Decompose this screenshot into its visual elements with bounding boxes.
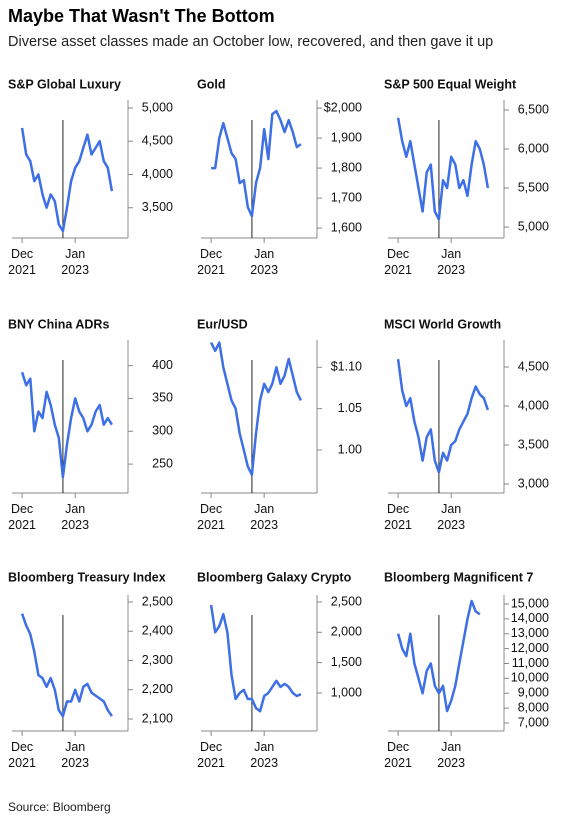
y-tick-label: 1,700 [331,190,362,204]
y-tick-label: 4,500 [142,134,173,148]
page-title: Maybe That Wasn't The Bottom [8,6,275,26]
y-tick-label: 12,000 [511,641,549,655]
x-tick-label: Dec 2021 [197,247,225,277]
y-tick-label: 8,000 [518,700,549,714]
page-subtitle: Diverse asset classes made an October lo… [8,34,494,50]
x-tick-label: Dec 2021 [8,740,36,770]
y-tick-label: 1.05 [338,401,362,415]
y-tick-label: 11,000 [512,656,549,670]
series-line [396,599,481,713]
y-tick-label: 250 [152,456,173,470]
y-tick-label: 350 [152,391,173,405]
panel-title: Eur/USD [197,317,248,331]
y-tick-label: 300 [152,424,173,438]
y-tick-label: 9,000 [518,686,549,700]
y-tick-label: 4,000 [142,167,173,181]
x-tick-label: Jan 2023 [250,502,279,532]
x-tick-label: Dec 2021 [197,740,225,770]
x-tick-label: Dec 2021 [384,247,412,277]
y-tick-label: 7,000 [518,715,549,729]
series-line [20,127,114,233]
y-tick-label: 400 [152,358,173,372]
series-line [20,371,113,479]
series-line [209,341,303,477]
x-tick-label: Dec 2021 [384,502,412,532]
y-tick-label: 2,500 [142,594,173,608]
x-tick-label: Jan 2023 [437,502,466,532]
x-tick-label: Jan 2023 [437,247,466,277]
series-line [211,109,302,218]
y-tick-label: 5,000 [518,219,549,233]
x-tick-label: Dec 2021 [384,740,412,770]
y-tick-label: 4,500 [518,359,549,373]
y-tick-label: 5,000 [142,100,173,114]
y-tick-label: 10,000 [511,671,549,685]
y-tick-label: 2,100 [142,711,173,725]
x-tick-label: Jan 2023 [250,247,279,277]
y-tick-label: 3,500 [518,437,549,451]
series-line [209,604,302,713]
y-tick-label: 3,500 [142,200,173,214]
y-tick-label: 2,200 [142,682,173,696]
x-tick-label: Dec 2021 [197,502,225,532]
panel-title: S&P 500 Equal Weight [384,77,517,91]
y-tick-label: 15,000 [511,596,549,610]
y-tick-label: 1.00 [338,442,362,456]
y-tick-label: 1,800 [331,160,362,174]
y-tick-label: 13,000 [511,626,549,640]
y-tick-label: 1,900 [331,130,362,144]
series-line [20,613,113,718]
y-tick-label: 1,600 [331,220,362,234]
x-tick-label: Jan 2023 [61,502,90,532]
series-line [396,359,490,474]
panel-title: S&P Global Luxury [8,77,121,91]
y-tick-label: 2,000 [331,625,362,639]
y-tick-label: 6,500 [518,102,549,116]
y-tick-label: 2,400 [142,624,173,638]
y-tick-label: 2,500 [331,594,362,608]
series-line [396,117,490,221]
x-tick-label: Jan 2023 [250,740,279,770]
y-tick-label: 14,000 [511,611,549,625]
y-tick-label: 4,000 [518,398,549,412]
y-tick-label: $2,000 [324,100,362,114]
panel-title: Gold [197,77,225,91]
y-tick-label: $1.10 [331,360,362,374]
panel-title: Bloomberg Galaxy Crypto [197,570,352,584]
x-tick-label: Jan 2023 [437,740,466,770]
y-tick-label: 3,000 [518,476,549,490]
source-note: Source: Bloomberg [8,800,111,814]
x-tick-label: Dec 2021 [8,502,36,532]
panel-title: Bloomberg Magnificent 7 [384,570,533,584]
panel-title: BNY China ADRs [8,317,109,331]
y-tick-label: 1,000 [331,685,362,699]
y-tick-label: 1,500 [331,655,362,669]
panel-title: MSCI World Growth [384,317,501,331]
x-tick-label: Jan 2023 [61,740,90,770]
y-tick-label: 6,000 [518,141,549,155]
panel-title: Bloomberg Treasury Index [8,570,166,584]
y-tick-label: 5,500 [518,180,549,194]
x-tick-label: Dec 2021 [8,247,36,277]
x-tick-label: Jan 2023 [61,247,90,277]
y-tick-label: 2,300 [142,653,173,667]
